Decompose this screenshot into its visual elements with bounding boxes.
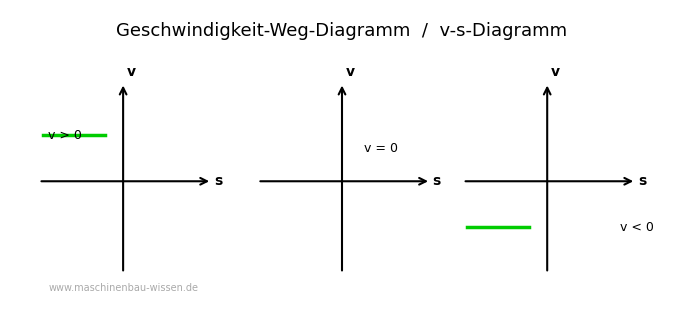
Text: s: s bbox=[638, 174, 646, 188]
Text: s: s bbox=[214, 174, 222, 188]
Text: v: v bbox=[127, 65, 135, 79]
Text: v > 0: v > 0 bbox=[48, 129, 81, 142]
Text: v: v bbox=[551, 65, 560, 79]
Text: Geschwindigkeit-Weg-Diagramm  /  v-s-Diagramm: Geschwindigkeit-Weg-Diagramm / v-s-Diagr… bbox=[116, 22, 568, 40]
Text: v < 0: v < 0 bbox=[620, 221, 654, 234]
Text: www.maschinenbau-wissen.de: www.maschinenbau-wissen.de bbox=[48, 283, 198, 293]
Text: s: s bbox=[433, 174, 441, 188]
Text: v: v bbox=[345, 65, 354, 79]
Text: v = 0: v = 0 bbox=[364, 142, 398, 155]
